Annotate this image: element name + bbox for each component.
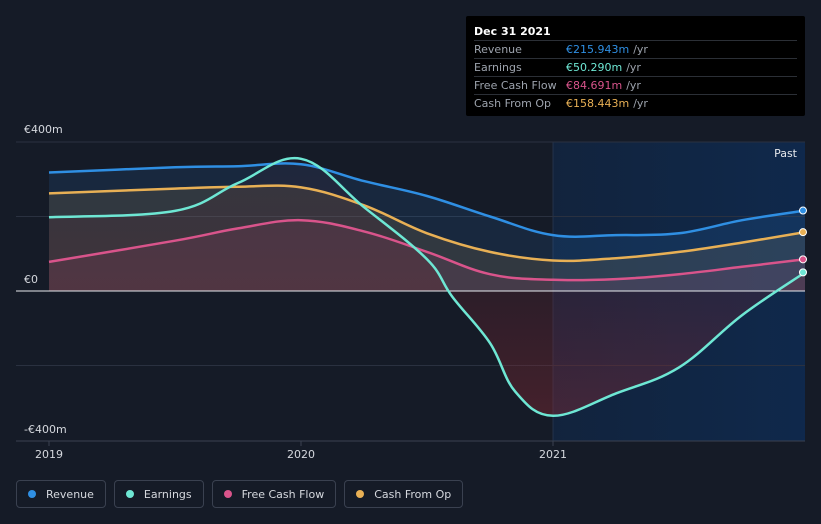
tooltip-unit: /yr [633, 97, 648, 110]
tooltip-unit: /yr [626, 61, 641, 74]
tooltip-date: Dec 31 2021 [474, 25, 551, 38]
legend-label: Free Cash Flow [241, 487, 325, 501]
legend-item-free-cash-flow[interactable]: Free Cash Flow [211, 480, 337, 508]
tooltip-value: €158.443m [566, 97, 630, 110]
y-tick-label: €400m [24, 123, 63, 136]
x-tick-label: 2020 [287, 448, 315, 461]
past-label: Past [774, 147, 798, 160]
series-end-markers [799, 206, 807, 277]
tooltip-value: €215.943m [566, 43, 630, 56]
line-earnings [48, 156, 806, 418]
tooltip-row-free-cash-flow: Free Cash Flow €84.691m /yr [474, 76, 797, 94]
legend-item-revenue[interactable]: Revenue [16, 480, 106, 508]
legend-label: Revenue [46, 487, 94, 501]
series-lines [48, 156, 806, 418]
x-tick-label: 2019 [35, 448, 63, 461]
tooltip-row-earnings: Earnings €50.290m /yr [474, 58, 797, 76]
x-tick-label: 2021 [539, 448, 567, 461]
legend: Revenue Earnings Free Cash Flow Cash Fro… [16, 480, 464, 508]
legend-dot-icon [223, 490, 232, 498]
tooltip-value: €50.290m [566, 61, 623, 74]
axes: €400m €0 -€400m 2019 2020 2021 [24, 123, 567, 461]
end-marker-revenue [799, 206, 807, 215]
line-revenue [48, 162, 806, 238]
legend-item-earnings[interactable]: Earnings [113, 480, 204, 508]
tooltip-row-revenue: Revenue €215.943m /yr [474, 40, 797, 58]
tooltip-unit: /yr [633, 43, 648, 56]
legend-dot-icon [28, 490, 36, 498]
end-marker-free-cash-flow [799, 255, 807, 264]
tooltip-row-cash-from-op: Cash From Op €158.443m /yr [474, 94, 797, 112]
legend-label: Earnings [143, 487, 192, 501]
y-tick-label: €0 [24, 273, 38, 286]
legend-item-cash-from-op[interactable]: Cash From Op [344, 480, 464, 508]
line-cash-from-op [48, 184, 806, 263]
line-free-cash-flow [48, 218, 806, 282]
tooltip-label: Cash From Op [474, 97, 552, 110]
tooltip: Dec 31 2021 Revenue €215.943m /yr Earnin… [466, 16, 805, 116]
tooltip-label: Revenue [474, 43, 522, 56]
legend-dot-icon [125, 490, 134, 498]
area-earnings [49, 158, 805, 416]
tooltip-value: €84.691m [566, 79, 623, 92]
tooltip-unit: /yr [626, 79, 641, 92]
tooltip-label: Earnings [474, 61, 522, 74]
legend-dot-icon [356, 490, 365, 498]
y-tick-label: -€400m [24, 423, 67, 436]
end-marker-earnings [799, 268, 807, 277]
legend-label: Cash From Op [374, 487, 452, 501]
tooltip-label: Free Cash Flow [474, 79, 557, 92]
end-marker-cash-from-op [799, 228, 807, 237]
